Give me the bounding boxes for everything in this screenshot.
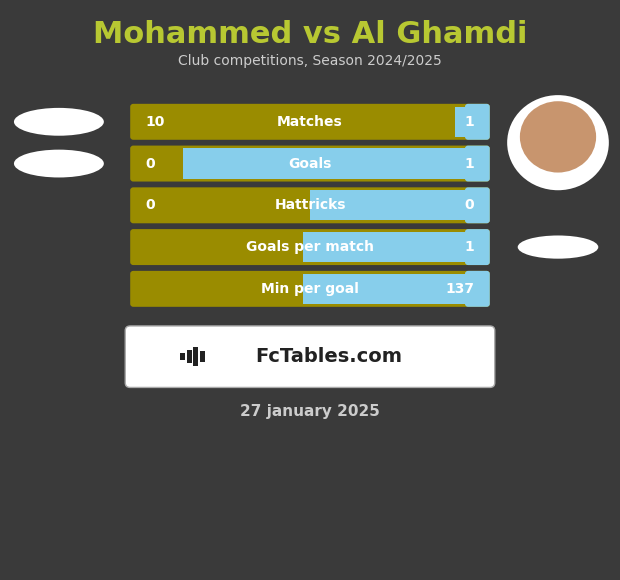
FancyBboxPatch shape	[465, 271, 490, 307]
Circle shape	[520, 101, 596, 173]
Text: 1: 1	[464, 240, 474, 254]
Text: 137: 137	[445, 282, 474, 296]
FancyBboxPatch shape	[130, 104, 490, 140]
Text: 1: 1	[464, 115, 474, 129]
Bar	[193, 347, 198, 366]
Text: Mohammed vs Al Ghamdi: Mohammed vs Al Ghamdi	[93, 20, 527, 49]
Bar	[200, 351, 205, 362]
Ellipse shape	[14, 150, 104, 177]
Text: Min per goal: Min per goal	[261, 282, 359, 296]
Ellipse shape	[14, 108, 104, 136]
Text: Matches: Matches	[277, 115, 343, 129]
Ellipse shape	[518, 235, 598, 259]
Bar	[183, 148, 487, 179]
Bar	[303, 274, 487, 304]
Text: 0: 0	[146, 157, 156, 171]
FancyBboxPatch shape	[465, 229, 490, 265]
Text: Goals: Goals	[288, 157, 332, 171]
FancyBboxPatch shape	[125, 326, 495, 387]
Text: Goals per match: Goals per match	[246, 240, 374, 254]
Text: 1: 1	[464, 157, 474, 171]
Circle shape	[507, 95, 609, 190]
FancyBboxPatch shape	[465, 146, 490, 182]
Text: 10: 10	[146, 115, 165, 129]
FancyBboxPatch shape	[130, 229, 490, 265]
FancyBboxPatch shape	[130, 271, 490, 307]
FancyBboxPatch shape	[130, 187, 490, 223]
Bar	[455, 107, 487, 137]
Text: Hattricks: Hattricks	[274, 198, 346, 212]
Text: FcTables.com: FcTables.com	[255, 347, 402, 366]
Bar	[187, 350, 192, 363]
Text: Club competitions, Season 2024/2025: Club competitions, Season 2024/2025	[178, 54, 442, 68]
FancyBboxPatch shape	[465, 104, 490, 140]
Bar	[310, 190, 487, 220]
FancyBboxPatch shape	[130, 146, 490, 182]
Text: 0: 0	[464, 198, 474, 212]
Text: 27 january 2025: 27 january 2025	[240, 404, 380, 419]
FancyBboxPatch shape	[465, 187, 490, 223]
Bar	[180, 353, 185, 360]
Bar	[303, 232, 487, 262]
Text: 0: 0	[146, 198, 156, 212]
